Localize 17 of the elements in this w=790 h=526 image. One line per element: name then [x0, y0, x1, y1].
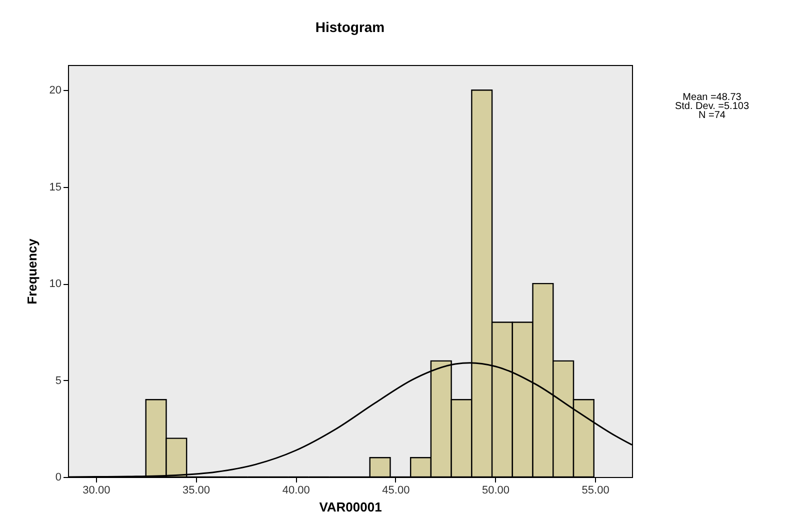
x-tick-label: 30.00	[82, 484, 110, 496]
y-tick-label: 5	[55, 374, 62, 387]
text: Std. Dev. =5.103	[674, 101, 750, 112]
text: N =74	[698, 110, 726, 121]
x-tick-label: 45.00	[382, 484, 410, 496]
x-axis-title: VAR00001	[319, 500, 382, 514]
x-tick-label: 35.00	[182, 484, 210, 496]
y-axis-title: Frequency	[24, 238, 40, 304]
x-tick-label: 50.00	[482, 484, 510, 496]
text: Mean =48.73	[682, 92, 742, 103]
y-tick-label: 20	[49, 84, 62, 97]
y-tick-label: 15	[49, 181, 62, 194]
x-tick-label: 55.00	[582, 484, 610, 496]
y-tick-label: 0	[55, 472, 62, 484]
chart-title: Histogram	[315, 19, 385, 35]
x-tick-label: 40.00	[282, 484, 310, 496]
y-tick-label: 10	[49, 278, 62, 290]
